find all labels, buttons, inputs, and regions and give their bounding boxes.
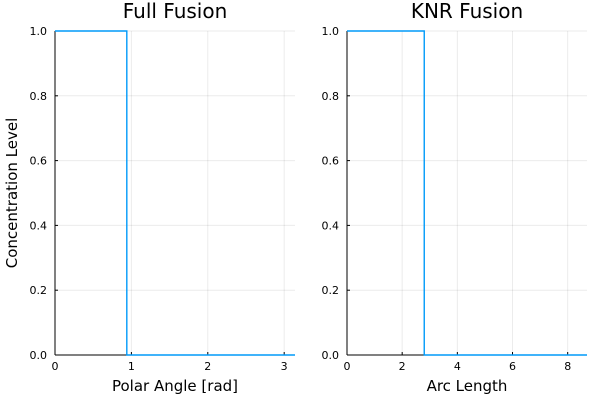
subplot-full-fusion: Full Fusion 0 1 2 3 0.0 0.2 0.4 0.6 0.8 1.0 Polar…: [3, 0, 295, 395]
y-tick-label: 0.4: [30, 219, 48, 232]
x-tick-label: 2: [399, 360, 406, 373]
y-tick-label: 0.4: [322, 219, 340, 232]
series-full-fusion: [55, 30, 295, 356]
y-tick-label: 0.2: [30, 284, 48, 297]
subplot-knr-fusion: KNR Fusion 0 2 4 6 8 0.0 0.2 0.4 0.6 0.8 1.0 Arc L…: [322, 0, 587, 395]
x-tick-label: 6: [509, 360, 516, 373]
axes-knr-fusion: [346, 31, 587, 356]
x-tick-label: 8: [564, 360, 571, 373]
x-tick-label: 0: [52, 360, 59, 373]
x-tick-label: 3: [281, 360, 288, 373]
y-tick-label: 0.8: [322, 90, 340, 103]
series-knr-fusion: [347, 30, 587, 356]
series-line-0: [347, 30, 587, 356]
x-tick-label: 1: [128, 360, 135, 373]
x-tick-label: 2: [204, 360, 211, 373]
ticks-knr-fusion: 0 2 4 6 8 0.0 0.2 0.4 0.6 0.8 1.0: [322, 25, 572, 373]
axes-full-fusion: [54, 31, 295, 356]
ylabel-full-fusion: Concentration Level: [3, 118, 21, 268]
ticks-full-fusion: 0 1 2 3 0.0 0.2 0.4 0.6 0.8 1.0: [30, 25, 288, 373]
y-tick-label: 1.0: [30, 25, 48, 38]
y-tick-label: 0.0: [30, 349, 48, 362]
y-tick-label: 0.6: [322, 155, 340, 168]
y-tick-label: 0.8: [30, 90, 48, 103]
y-tick-label: 1.0: [322, 25, 340, 38]
x-tick-label: 4: [454, 360, 461, 373]
grid-knr-fusion: [346, 30, 587, 356]
grid-full-fusion: [54, 30, 295, 356]
y-tick-label: 0.0: [322, 349, 340, 362]
y-tick-label: 0.2: [322, 284, 340, 297]
xlabel-full-fusion: Polar Angle [rad]: [112, 377, 238, 395]
xlabel-knr-fusion: Arc Length: [427, 377, 508, 395]
x-tick-label: 0: [344, 360, 351, 373]
title-knr-fusion: KNR Fusion: [411, 0, 523, 23]
title-full-fusion: Full Fusion: [123, 0, 228, 23]
series-line-0: [55, 30, 295, 356]
y-tick-label: 0.6: [30, 155, 48, 168]
